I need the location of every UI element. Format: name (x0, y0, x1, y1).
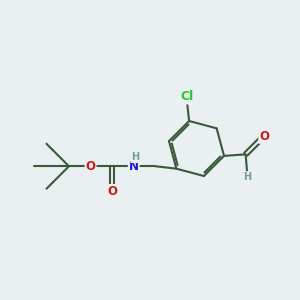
Text: N: N (129, 160, 139, 173)
Text: O: O (107, 185, 117, 198)
Text: O: O (85, 160, 95, 173)
Text: Cl: Cl (180, 91, 193, 103)
Text: H: H (243, 172, 251, 182)
Text: H: H (131, 152, 139, 162)
Text: O: O (259, 130, 269, 143)
